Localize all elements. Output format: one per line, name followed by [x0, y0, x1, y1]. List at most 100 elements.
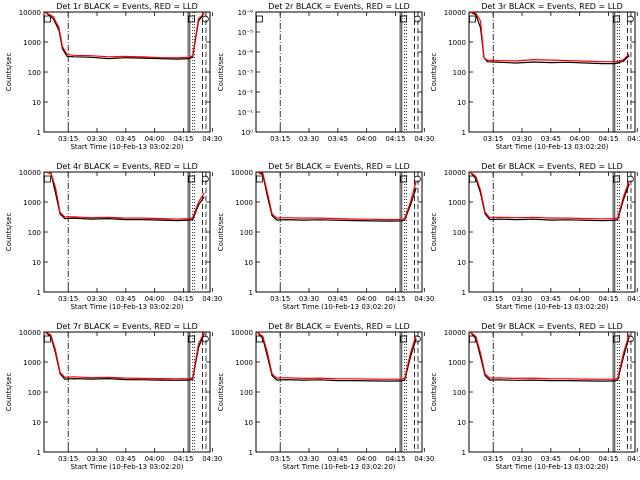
y-tick-label: 10000 — [231, 329, 253, 337]
chart-title: Det 8r BLACK = Events, RED = LLD — [268, 322, 410, 331]
saa-marker-box — [188, 335, 195, 343]
y-tick-label: 100 — [28, 389, 41, 397]
y-tick-label: 10000 — [444, 169, 466, 177]
lld-line — [44, 331, 205, 380]
chart-panel-5: Det 5r BLACK = Events, RED = LLD 1 10 100 10… — [217, 162, 434, 311]
y-tick-label: 1 — [249, 289, 253, 297]
y-tick-label: 100 — [453, 69, 466, 77]
y-tick-label: 10 — [244, 419, 253, 427]
x-tick-label: 04:00 — [570, 455, 590, 463]
marker-circle — [201, 15, 209, 23]
x-axis-label: Start Time (10-Feb-13 03:02:20) — [282, 463, 395, 471]
x-tick-label: 03:45 — [541, 455, 561, 463]
marker-circle — [413, 15, 421, 23]
plot-frame — [43, 171, 211, 293]
plot-frame — [43, 11, 211, 133]
x-tick-label: 03:15 — [58, 295, 78, 303]
y-tick-label: 1 — [37, 449, 41, 457]
y-tick-label: 1000 — [235, 359, 253, 367]
y-tick-label: 10000 — [19, 329, 41, 337]
chart-panel-8: Det 8r BLACK = Events, RED = LLD 1 10 100 10… — [217, 322, 434, 471]
x-tick-label: 04:30 — [202, 295, 222, 303]
events-line — [44, 331, 205, 381]
x-tick-label: 03:15 — [58, 455, 78, 463]
plot-frame — [255, 331, 423, 453]
x-axis-label: Start Time (10-Feb-13 03:02:20) — [70, 463, 183, 471]
plot-frame — [255, 11, 423, 133]
saa-marker-box — [256, 15, 263, 23]
chart-title: Det 2r BLACK = Events, RED = LLD — [268, 2, 410, 11]
saa-marker-box — [400, 335, 407, 343]
x-tick-label: 03:15 — [58, 135, 78, 143]
x-tick-label: 04:30 — [414, 135, 434, 143]
x-tick-label: 03:45 — [328, 455, 348, 463]
chart-title: Det 1r BLACK = Events, RED = LLD — [56, 2, 198, 11]
y-tick-label: 10 — [32, 419, 41, 427]
saa-marker-box — [400, 15, 407, 23]
chart-panel-4: Det 4r BLACK = Events, RED = LLD 1 10 100 10… — [5, 162, 222, 311]
x-tick-label: 04:00 — [570, 135, 590, 143]
x-tick-label: 04:00 — [357, 135, 377, 143]
x-tick-label: 03:45 — [116, 135, 136, 143]
x-tick-label: 03:15 — [270, 295, 290, 303]
x-tick-label: 03:30 — [512, 295, 532, 303]
y-tick-label: 10⁻¹ — [238, 109, 254, 117]
y-tick-label: 100 — [240, 229, 253, 237]
y-tick-label: 100 — [240, 389, 253, 397]
plot-frame — [468, 11, 636, 133]
x-tick-label: 04:30 — [627, 455, 640, 463]
x-tick-label: 04:15 — [173, 135, 193, 143]
y-tick-label: 10000 — [19, 9, 41, 17]
saa-marker-box — [469, 15, 476, 23]
x-tick-label: 03:45 — [328, 135, 348, 143]
x-tick-label: 04:15 — [598, 135, 618, 143]
y-tick-label: 1000 — [448, 359, 466, 367]
lld-line — [257, 171, 417, 221]
chart-title: Det 3r BLACK = Events, RED = LLD — [481, 2, 623, 11]
y-tick-label: 100 — [28, 229, 41, 237]
saa-marker-box — [188, 15, 195, 23]
chart-panel-2: Det 2r BLACK = Events, RED = LLD 10⁰ 10⁻¹ 1… — [217, 2, 434, 143]
y-tick-label: 1 — [462, 289, 466, 297]
plot-frame — [468, 331, 636, 453]
x-tick-label: 03:15 — [483, 295, 503, 303]
y-axis-label: Counts/sec — [430, 213, 438, 252]
y-tick-label: 10⁻⁵ — [238, 29, 254, 37]
y-tick-label: 10 — [457, 259, 466, 267]
x-axis-label: Start Time (10-Feb-13 03:02:20) — [70, 143, 183, 151]
y-tick-label: 10⁰ — [241, 129, 253, 137]
events-line — [469, 171, 630, 222]
y-tick-label: 1000 — [235, 199, 253, 207]
x-tick-label: 03:30 — [299, 295, 319, 303]
events-line — [256, 331, 417, 382]
x-axis-label: Start Time (10-Feb-13 03:02:20) — [282, 303, 395, 311]
plot-frame — [255, 171, 423, 293]
x-tick-label: 04:00 — [357, 455, 377, 463]
saa-marker-box — [613, 15, 620, 23]
x-tick-label: 04:15 — [385, 135, 405, 143]
x-tick-label: 04:00 — [357, 295, 377, 303]
lld-line — [44, 11, 205, 59]
y-tick-label: 10000 — [444, 329, 466, 337]
y-tick-label: 10 — [32, 99, 41, 107]
y-tick-label: 1000 — [23, 39, 41, 47]
y-tick-label: 10 — [457, 99, 466, 107]
chart-panel-7: Det 7r BLACK = Events, RED = LLD 1 10 100 10… — [5, 322, 222, 471]
x-tick-label: 04:30 — [202, 135, 222, 143]
saa-marker-box — [44, 15, 51, 23]
x-tick-label: 03:45 — [541, 295, 561, 303]
x-tick-label: 04:30 — [627, 295, 640, 303]
lld-line — [470, 11, 630, 63]
saa-marker-box — [188, 175, 195, 183]
saa-marker-box — [613, 175, 620, 183]
saa-marker-box — [44, 335, 51, 343]
x-tick-label: 03:15 — [483, 135, 503, 143]
x-tick-label: 03:30 — [87, 455, 107, 463]
events-line — [469, 11, 630, 65]
x-tick-label: 03:15 — [270, 135, 290, 143]
y-tick-label: 1000 — [23, 199, 41, 207]
y-tick-label: 10000 — [231, 169, 253, 177]
x-tick-label: 03:45 — [116, 295, 136, 303]
saa-marker-box — [44, 175, 51, 183]
